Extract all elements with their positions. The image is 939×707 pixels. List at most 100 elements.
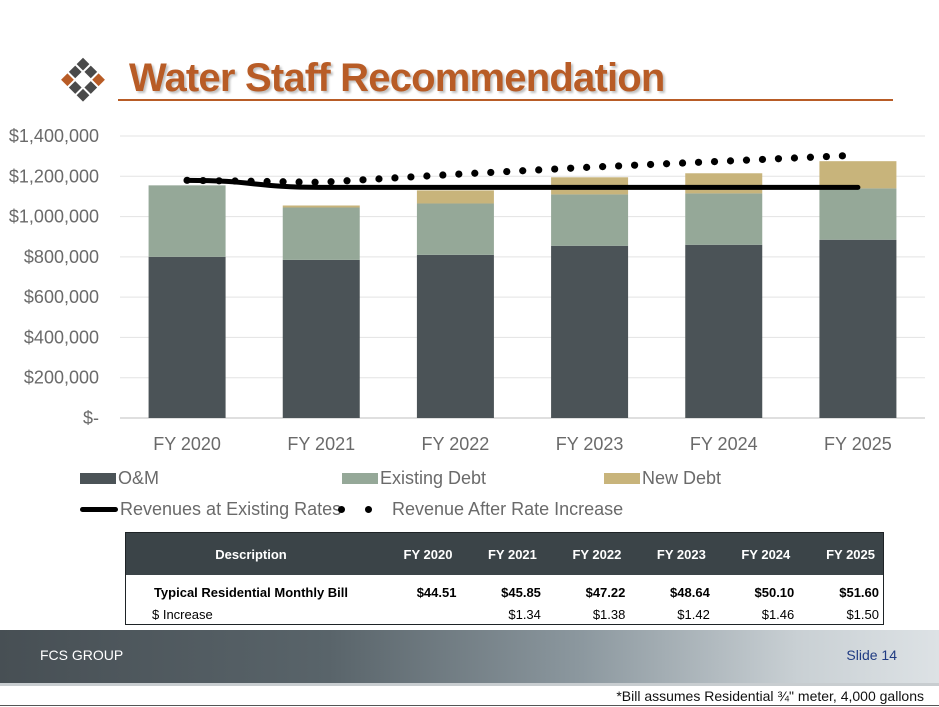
x-tick-label: FY 2021 bbox=[287, 434, 355, 454]
bar-new-debt bbox=[819, 161, 897, 189]
series-point-revenue-after-rate-increase bbox=[423, 172, 431, 180]
series-point-revenue-after-rate-increase bbox=[359, 176, 367, 184]
slide-number: Slide 14 bbox=[846, 647, 897, 663]
series-point-revenue-after-rate-increase bbox=[279, 178, 287, 186]
series-point-revenue-after-rate-increase bbox=[503, 167, 511, 176]
series-point-revenue-after-rate-increase bbox=[774, 155, 783, 163]
legend-swatch-existing-rates bbox=[80, 507, 118, 512]
bar-existing-debt bbox=[148, 185, 226, 257]
legend-swatch-existing-debt bbox=[342, 473, 378, 484]
legend-swatch-rate-increase bbox=[330, 506, 372, 513]
table-cell: $47.22 bbox=[585, 585, 626, 600]
legend-item-existing-rates: Revenues at Existing Rates bbox=[80, 499, 341, 520]
series-point-revenue-after-rate-increase bbox=[583, 163, 591, 171]
series-point-revenue-after-rate-increase bbox=[327, 178, 335, 186]
series-point-revenue-after-rate-increase bbox=[615, 162, 623, 170]
table-cell: $1.38 bbox=[592, 606, 626, 622]
legend-label-existing-rates: Revenues at Existing Rates bbox=[120, 499, 342, 519]
series-point-revenue-after-rate-increase bbox=[295, 178, 303, 186]
bar-om bbox=[819, 239, 897, 418]
bars bbox=[148, 161, 897, 418]
legend-swatch-om bbox=[80, 473, 116, 484]
title-underline bbox=[118, 99, 893, 101]
bar-new-debt bbox=[685, 173, 763, 194]
series-point-revenue-after-rate-increase bbox=[247, 177, 255, 185]
y-axis-ticks: $- $200,000 $400,000 $600,000 $800,000 $1,000… bbox=[9, 126, 99, 428]
series-point-revenue-after-rate-increase bbox=[407, 173, 415, 181]
series-point-revenue-after-rate-increase bbox=[726, 157, 735, 165]
series-point-revenue-after-rate-increase bbox=[391, 174, 399, 182]
table-header-cell: FY 2022 bbox=[544, 532, 630, 575]
legend-item-rate-increase: Revenue After Rate Increase bbox=[330, 499, 623, 520]
series-point-revenue-after-rate-increase bbox=[375, 175, 383, 183]
bar-existing-debt bbox=[416, 203, 494, 255]
table-cell: $44.51 bbox=[416, 585, 457, 600]
revenue-lines bbox=[183, 152, 861, 190]
table-cell: $48.64 bbox=[670, 585, 710, 600]
bottom-rule bbox=[0, 705, 939, 706]
footer-company: FCS GROUP bbox=[40, 647, 124, 663]
series-point-revenue-after-rate-increase bbox=[790, 154, 799, 162]
table-header-cell: FY 2023 bbox=[629, 532, 714, 575]
table-row: Typical Residential Monthly Bill $44.51 … bbox=[126, 575, 884, 604]
table-cell: $50.10 bbox=[754, 585, 795, 600]
x-tick-label: FY 2022 bbox=[422, 434, 490, 454]
series-point-revenue-after-rate-increase bbox=[455, 170, 463, 178]
y-tick-label: $1,400,000 bbox=[9, 126, 99, 146]
table-header-cell: FY 2020 bbox=[376, 532, 461, 575]
footnote: *Bill assumes Residential ¾" meter, 4,00… bbox=[616, 688, 924, 704]
series-point-revenue-after-rate-increase bbox=[215, 177, 223, 185]
x-axis-ticks: FY 2020 FY 2021 FY 2022 FY 2023 FY 2024 FY 20… bbox=[153, 434, 892, 454]
footer-bar: FCS GROUP Slide 14 bbox=[0, 630, 939, 683]
series-point-revenue-after-rate-increase bbox=[838, 152, 846, 160]
bar-existing-debt bbox=[819, 188, 897, 240]
series-point-revenue-after-rate-increase bbox=[694, 158, 703, 166]
table-cell: $1.34 bbox=[508, 606, 541, 622]
y-tick-label: $800,000 bbox=[24, 247, 99, 267]
series-point-revenue-after-rate-increase bbox=[487, 168, 495, 177]
y-tick-label: $- bbox=[83, 408, 99, 428]
series-point-revenue-after-rate-increase bbox=[567, 164, 575, 172]
legend-label-new-debt: New Debt bbox=[642, 468, 722, 488]
series-point-revenue-after-rate-increase bbox=[599, 163, 607, 171]
series-point-revenue-after-rate-increase bbox=[806, 153, 815, 161]
table-cell: $ Increase bbox=[152, 606, 213, 622]
footer-shadow bbox=[0, 683, 939, 686]
bar-new-debt bbox=[416, 190, 494, 204]
chart-legend: O&M Existing Debt New Debt Revenues at E… bbox=[80, 464, 840, 524]
table-header-cell: FY 2024 bbox=[713, 532, 799, 575]
series-point-revenue-after-rate-increase bbox=[231, 177, 239, 185]
series-point-revenue-after-rate-increase bbox=[758, 155, 767, 164]
bar-om bbox=[416, 254, 494, 418]
legend-swatch-new-debt bbox=[604, 473, 640, 484]
slide-title: Water Staff Recommendation bbox=[129, 56, 665, 100]
series-point-revenue-after-rate-increase bbox=[662, 160, 671, 168]
table-header-row: Description FY 2020 FY 2021 FY 2022 FY 2… bbox=[125, 532, 884, 575]
gridlines bbox=[120, 135, 925, 419]
x-tick-label: FY 2023 bbox=[556, 434, 624, 454]
legend-item-om: O&M bbox=[80, 468, 159, 489]
legend-label-existing-debt: Existing Debt bbox=[380, 468, 487, 488]
table-header-cell: FY 2025 bbox=[798, 532, 884, 575]
table-cell: $51.60 bbox=[839, 585, 879, 600]
x-tick-label: FY 2024 bbox=[690, 434, 758, 454]
series-point-revenue-after-rate-increase bbox=[519, 167, 527, 175]
table-cell: $1.42 bbox=[677, 606, 710, 622]
series-point-revenue-after-rate-increase bbox=[646, 160, 655, 169]
series-point-revenue-after-rate-increase bbox=[311, 178, 319, 186]
bar-om bbox=[148, 256, 226, 418]
y-tick-label: $400,000 bbox=[24, 327, 99, 347]
y-tick-label: $200,000 bbox=[24, 368, 99, 388]
table-cell: $1.50 bbox=[846, 606, 879, 622]
table-cell bbox=[376, 604, 460, 625]
series-point-revenue-after-rate-increase bbox=[199, 176, 207, 185]
stacked-bar-chart: $- $200,000 $400,000 $600,000 $800,000 $1,000… bbox=[9, 126, 925, 454]
legend-item-existing-debt: Existing Debt bbox=[342, 468, 486, 489]
bar-existing-debt bbox=[685, 193, 763, 245]
series-line-revenues-existing-rates bbox=[184, 177, 861, 190]
series-point-revenue-after-rate-increase bbox=[535, 166, 543, 174]
bar-existing-debt bbox=[282, 207, 360, 260]
bar-om bbox=[551, 245, 629, 418]
series-point-revenue-after-rate-increase bbox=[822, 152, 831, 161]
bar-om bbox=[685, 244, 763, 418]
